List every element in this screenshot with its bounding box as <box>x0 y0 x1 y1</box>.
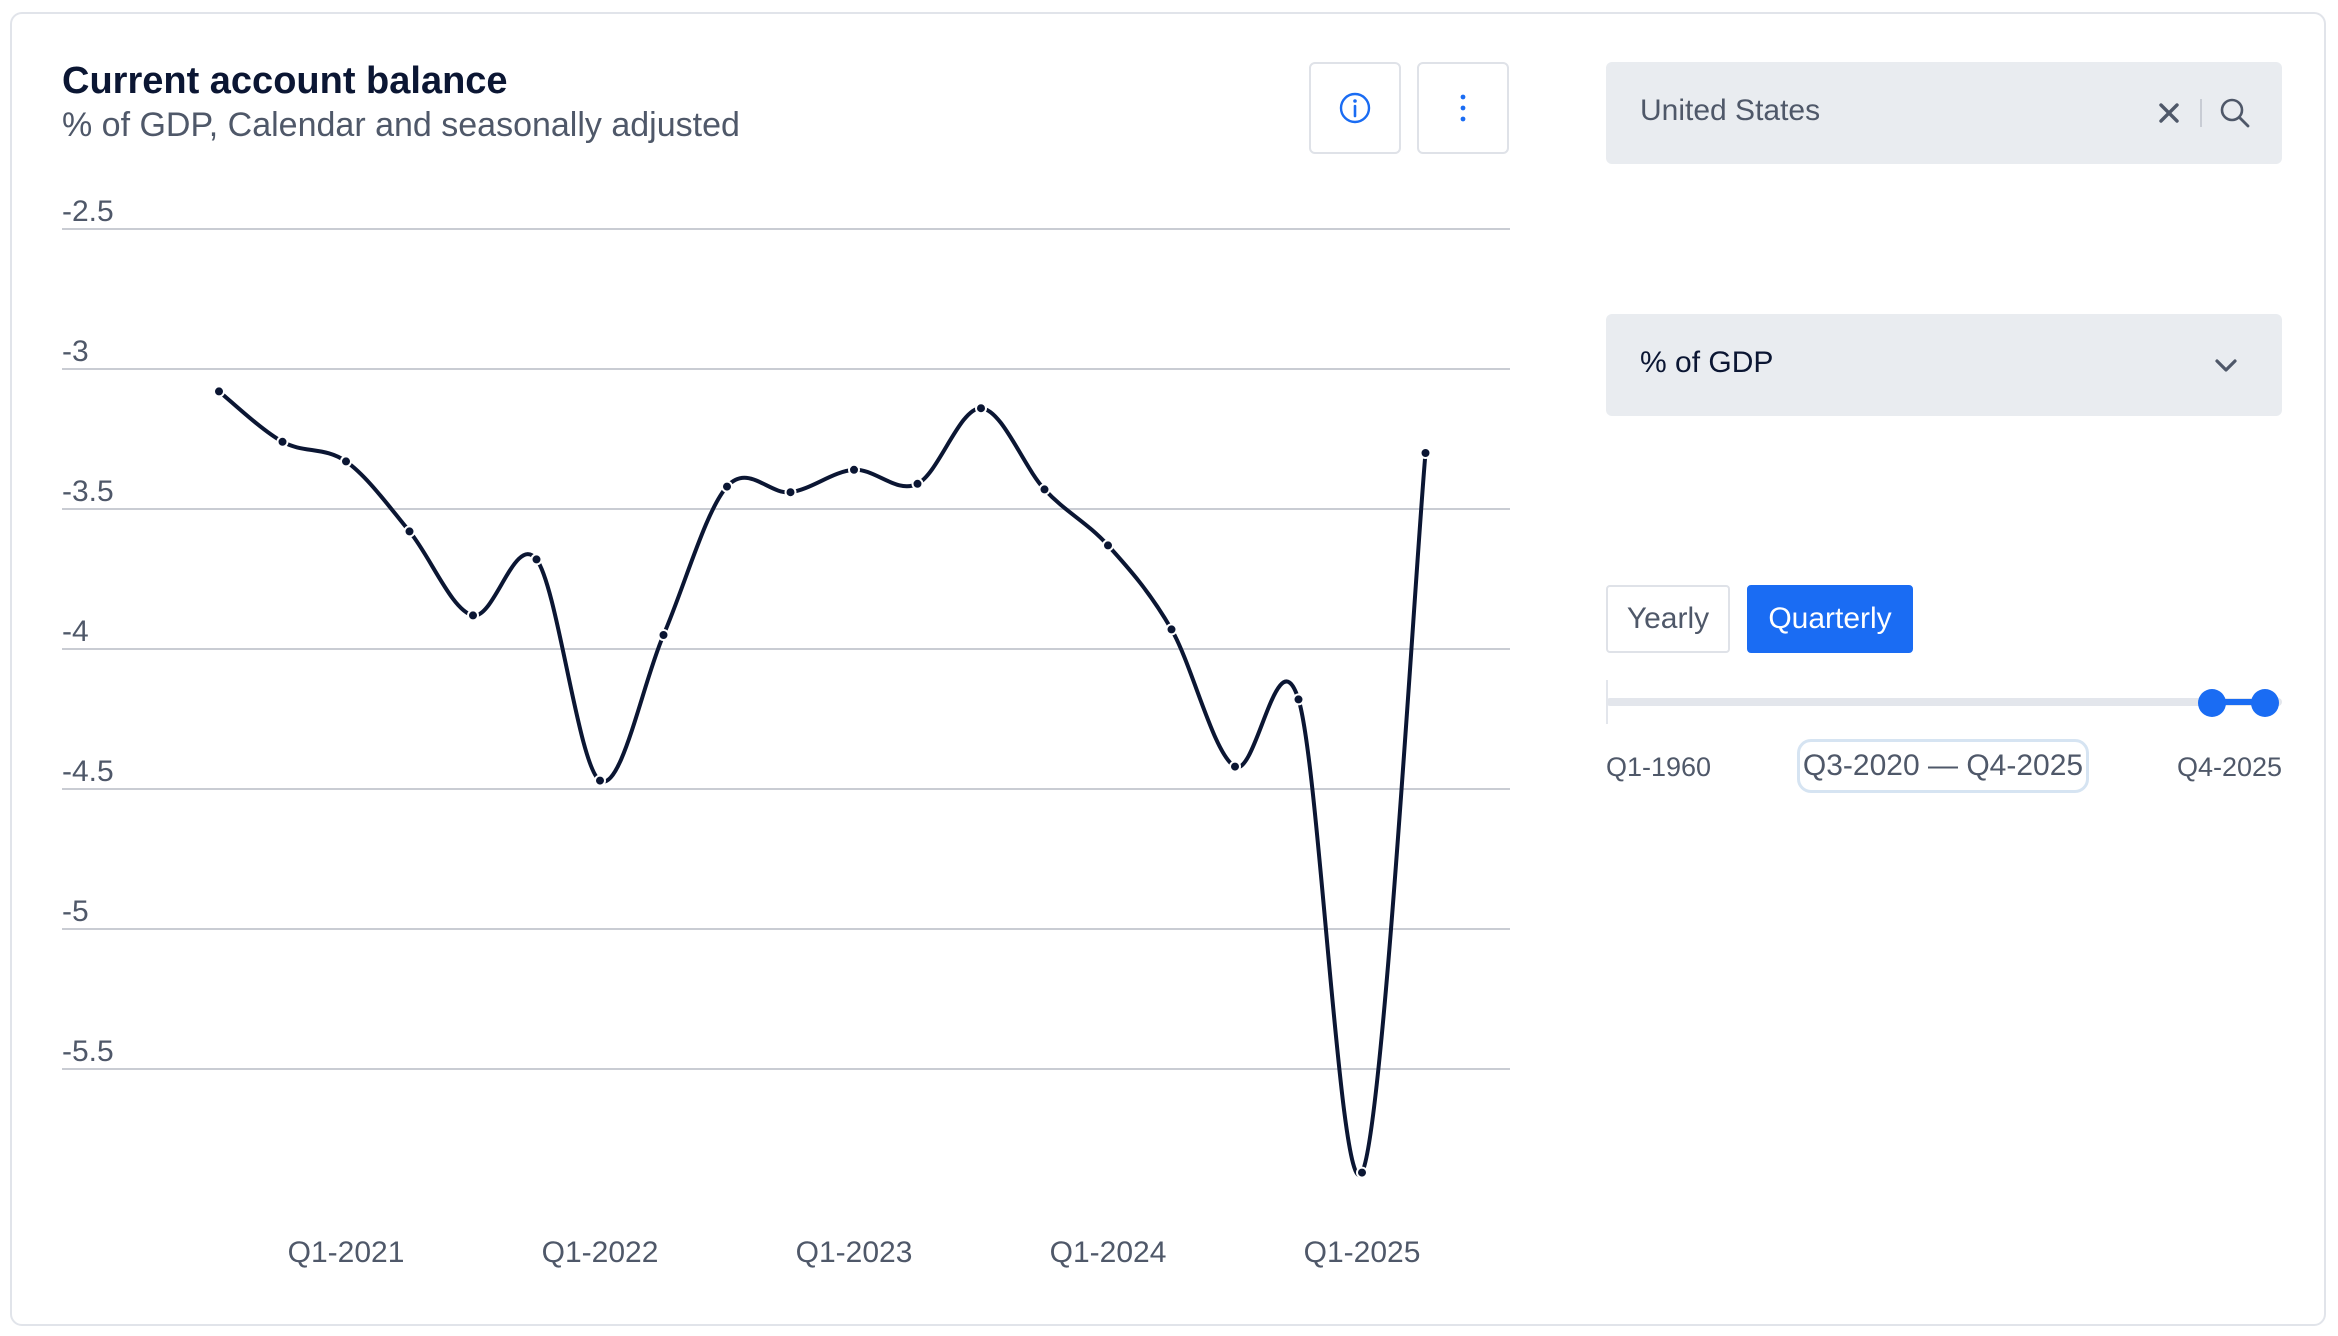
range-slider-fill <box>2212 699 2264 705</box>
selected-range-label: Q3-2020 — Q4-2025 <box>1797 739 2089 793</box>
close-icon[interactable] <box>2154 98 2184 128</box>
search-icon[interactable] <box>2218 96 2252 130</box>
data-point[interactable] <box>1419 447 1432 459</box>
data-point[interactable] <box>276 435 289 448</box>
data-point[interactable] <box>1292 693 1305 706</box>
vertical-ellipsis-icon <box>1460 94 1466 122</box>
data-point[interactable] <box>784 486 797 499</box>
range-start-handle[interactable] <box>2198 689 2226 717</box>
chevron-down-icon <box>2215 359 2237 372</box>
range-slider-track[interactable] <box>1606 698 2282 706</box>
range-min-label: Q1-1960 <box>1606 752 1712 782</box>
data-point[interactable] <box>1165 623 1178 636</box>
data-point[interactable] <box>530 553 543 566</box>
data-point[interactable] <box>657 629 670 641</box>
line-chart: -2.5 -3 -3.5 -4 -4.5 -5 -5.5 Q1-2021 Q1-2022 Q1-… <box>62 195 1510 1269</box>
chart-card <box>10 12 2326 1326</box>
data-point[interactable] <box>403 525 416 538</box>
data-point[interactable] <box>1356 1166 1368 1179</box>
more-options-button[interactable] <box>1417 62 1509 154</box>
y-tick-label: -5.5 <box>62 1035 114 1068</box>
x-tick-label: Q1-2025 <box>1304 1236 1421 1269</box>
x-tick-label: Q1-2021 <box>288 1236 405 1269</box>
y-tick-label: -5 <box>62 895 89 928</box>
x-tick-label: Q1-2023 <box>796 1236 913 1269</box>
y-tick-label: -3.5 <box>62 475 114 508</box>
data-point[interactable] <box>1229 760 1241 773</box>
info-button[interactable] <box>1309 62 1401 154</box>
data-point[interactable] <box>848 463 860 476</box>
data-point[interactable] <box>1102 539 1114 552</box>
y-tick-label: -2.5 <box>62 195 114 228</box>
range-end-handle[interactable] <box>2251 689 2279 717</box>
yearly-button[interactable]: Yearly <box>1606 585 1730 653</box>
chart-title: Current account balance <box>62 60 508 102</box>
unit-select[interactable]: % of GDP <box>1606 314 2282 416</box>
x-tick-label: Q1-2024 <box>1050 1236 1167 1269</box>
data-point[interactable] <box>1038 483 1051 496</box>
data-point[interactable] <box>911 477 924 490</box>
data-point[interactable] <box>594 774 606 787</box>
info-icon <box>1339 92 1371 124</box>
chart-subtitle: % of GDP, Calendar and seasonally adjust… <box>62 106 740 144</box>
y-tick-label: -4 <box>62 615 89 648</box>
data-point[interactable] <box>213 385 225 398</box>
y-tick-label: -4.5 <box>62 755 114 788</box>
data-point[interactable] <box>467 609 479 622</box>
country-search[interactable]: United States <box>1606 62 2282 164</box>
unit-select-value: % of GDP <box>1640 346 1774 379</box>
data-point[interactable] <box>721 480 733 493</box>
data-point[interactable] <box>975 402 987 415</box>
data-point[interactable] <box>340 455 352 468</box>
search-divider <box>2200 99 2202 127</box>
range-max-label: Q4-2025 <box>2177 752 2283 782</box>
search-input[interactable]: United States <box>1640 94 1821 127</box>
y-tick-label: -3 <box>62 335 89 368</box>
quarterly-button[interactable]: Quarterly <box>1747 585 1913 653</box>
x-tick-label: Q1-2022 <box>542 1236 659 1269</box>
